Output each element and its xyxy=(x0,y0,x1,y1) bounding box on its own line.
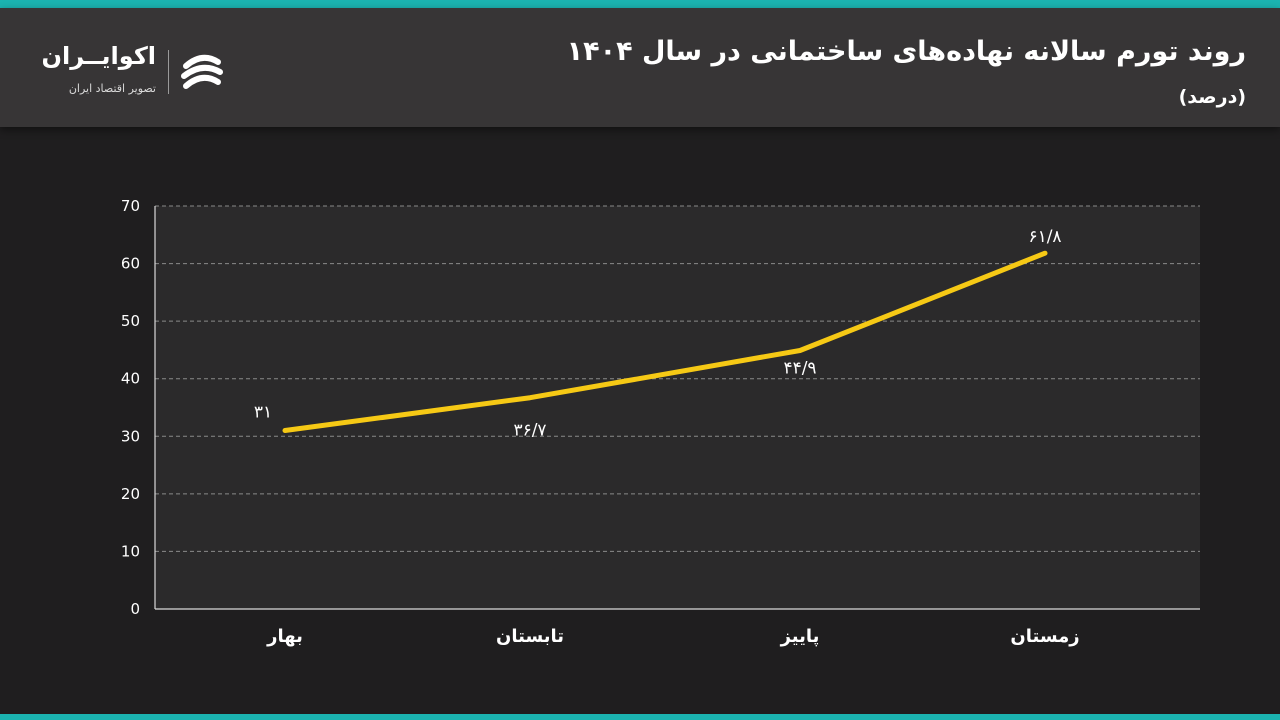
x-tick-label: بهار xyxy=(266,626,303,647)
data-label: ۳۱ xyxy=(254,403,272,423)
y-tick-label: 30 xyxy=(121,427,140,445)
plot-area xyxy=(155,206,1200,609)
x-tick-label: تابستان xyxy=(496,626,564,647)
grid-lines xyxy=(155,205,1200,552)
data-label: ۶۱/۸ xyxy=(1028,227,1061,247)
y-tick-label: 50 xyxy=(121,312,140,330)
chart-title: روند تورم سالانه نهاده‌های ساختمانی در س… xyxy=(566,36,1246,67)
chart-subtitle: (درصد) xyxy=(1178,86,1246,108)
brand-block[interactable]: اکوایــران تصویر اقتصاد ایران xyxy=(41,42,234,106)
y-tick-label: 70 xyxy=(121,197,140,215)
brand-name: اکوایــران xyxy=(41,42,156,70)
top-accent-stripe xyxy=(0,0,1280,8)
y-tick-labels: 0 10 20 30 40 50 60 70 xyxy=(121,197,140,618)
series-line xyxy=(282,250,1048,434)
y-tick-label: 0 xyxy=(130,600,140,618)
y-tick-label: 40 xyxy=(121,370,140,388)
x-tick-label: زمستان xyxy=(1010,626,1079,647)
header-bar: روند تورم سالانه نهاده‌های ساختمانی در س… xyxy=(0,8,1280,127)
ecoiran-logo-icon xyxy=(181,54,223,89)
bottom-accent-stripe xyxy=(0,714,1280,720)
data-label: ۴۴/۹ xyxy=(783,359,816,379)
y-tick-label: 20 xyxy=(121,485,140,503)
data-label: ۳۶/۷ xyxy=(513,421,546,441)
y-tick-label: 60 xyxy=(121,255,140,273)
y-tick-label: 10 xyxy=(121,542,140,560)
brand-divider xyxy=(168,50,169,94)
data-labels: ۳۱ ۳۶/۷ ۴۴/۹ ۶۱/۸ xyxy=(254,227,1062,441)
brand-tagline: تصویر اقتصاد ایران xyxy=(68,82,156,95)
x-tick-label: پاییز xyxy=(780,626,820,647)
x-tick-labels: بهار تابستان پاییز زمستان xyxy=(266,626,1080,647)
